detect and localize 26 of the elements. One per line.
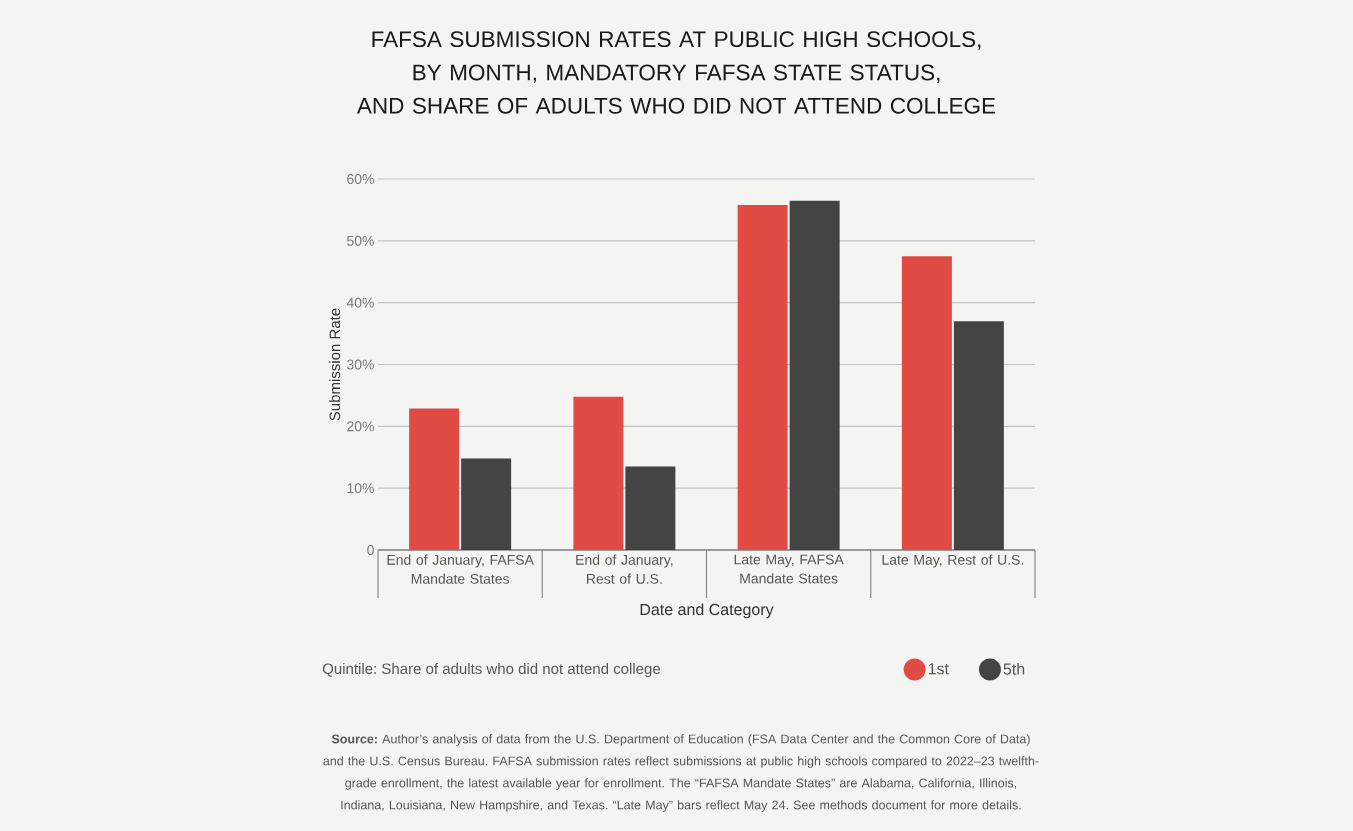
bar xyxy=(625,466,676,550)
y-tick-label: 40% xyxy=(346,297,374,308)
x-tick-label: Late May, FAFSA Mandate States xyxy=(734,554,844,584)
x-tick-label: End of January, FAFSA Mandate States xyxy=(387,554,534,584)
bar xyxy=(573,396,624,550)
x-axis-title: Date and Category xyxy=(640,603,774,619)
x-tick-label: End of January, Rest of U.S. xyxy=(576,554,673,584)
x-tick-label: Late May, Rest of U.S. xyxy=(882,554,1024,568)
legend-label: 5th xyxy=(1003,662,1025,675)
legend-title: Quintile: Share of adults who did not attend college xyxy=(322,663,661,677)
y-tick-label: 0 xyxy=(367,545,374,555)
y-tick-label: 10% xyxy=(347,483,374,494)
legend-label: 1st xyxy=(928,663,949,675)
y-tick-label: 30% xyxy=(346,359,374,370)
chart-title: FAFSA SUBMISSION RATES AT PUBLIC HIGH SCHOOLS, BY MONTH, MANDATORY FAFSA STATE STATUS, AND SHARE OF ADULTS WHO DID NOT ATTEND COLLEGE xyxy=(356,31,996,114)
bar xyxy=(737,204,788,550)
bar xyxy=(901,256,952,550)
bar xyxy=(409,408,460,550)
bar xyxy=(789,200,840,550)
y-tick-label: 50% xyxy=(347,235,374,246)
y-axis-title: Submission Rate xyxy=(329,308,341,421)
y-tick-label: 20% xyxy=(347,421,374,432)
bar xyxy=(953,321,1004,550)
text: Source: Author’s analysis of data from the U.S. Department of Education (FSA Data Center and the Common Core of Data) and the U.S. Census Bureau. FAFSA submission rates reflect submissions at public high schools compared to 2022–23 twelfth-grade enrollment, the latest available year for enrollment. The “FAFSA Mandate States” are Alabama, California, Illinois, Indiana, Louisiana, New Hampshire, and Texas. “Late May” bars reflect May 24. See methods document for more details. xyxy=(323,734,1039,812)
y-tick-label: 60% xyxy=(347,174,374,184)
bar xyxy=(461,458,512,550)
